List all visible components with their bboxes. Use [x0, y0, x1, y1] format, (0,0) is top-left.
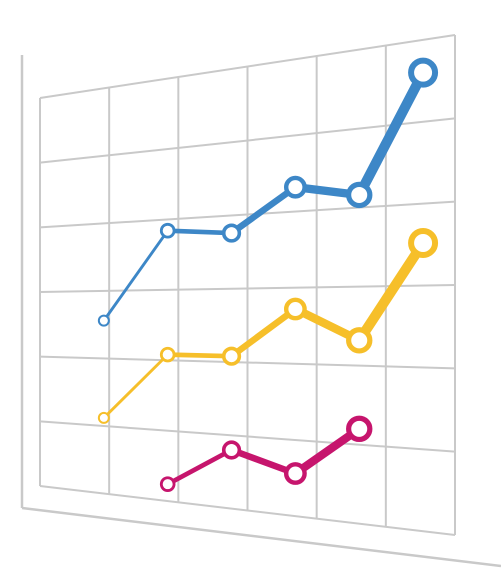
series-2-point [97, 411, 110, 424]
series-1-segment [102, 229, 170, 323]
series-3-point [221, 440, 242, 460]
series-3-point [283, 462, 307, 485]
grid-line-horizontal [39, 420, 456, 453]
series-2-point [346, 327, 373, 354]
series-1 [97, 57, 439, 327]
series-1-point [408, 57, 439, 88]
x-axis-line [21, 506, 501, 568]
series-1-segment [228, 183, 299, 237]
series-3-point [346, 415, 373, 443]
grid-line-horizontal [39, 284, 456, 293]
series-1-point [346, 181, 373, 209]
series-3-point [159, 476, 176, 492]
grid-line-horizontal [39, 34, 456, 99]
series-2-point [159, 346, 176, 363]
series-2-segment [102, 353, 170, 420]
grid-line-horizontal [39, 200, 456, 229]
series-1-point [159, 222, 176, 239]
series-2-segment [165, 352, 234, 359]
series-2 [97, 227, 439, 424]
chart-axes [20, 55, 501, 568]
series-2-point [221, 346, 242, 366]
chart-grid [39, 34, 456, 536]
series-1-point [221, 223, 242, 243]
series-1-point [283, 175, 307, 199]
series-1-point [97, 314, 110, 327]
series-2-point [283, 297, 307, 321]
series-2-point [408, 227, 439, 258]
series-1-segment [354, 67, 429, 200]
series-2-segment [228, 305, 299, 360]
series-1-segment [165, 228, 234, 236]
grid-line-horizontal [39, 355, 456, 370]
series-3-segment [165, 447, 234, 487]
series-3 [159, 415, 373, 492]
series-2-segment [354, 237, 429, 346]
chart-series [97, 57, 439, 492]
grid-line-horizontal [39, 485, 456, 536]
grid-line-horizontal [39, 117, 456, 164]
